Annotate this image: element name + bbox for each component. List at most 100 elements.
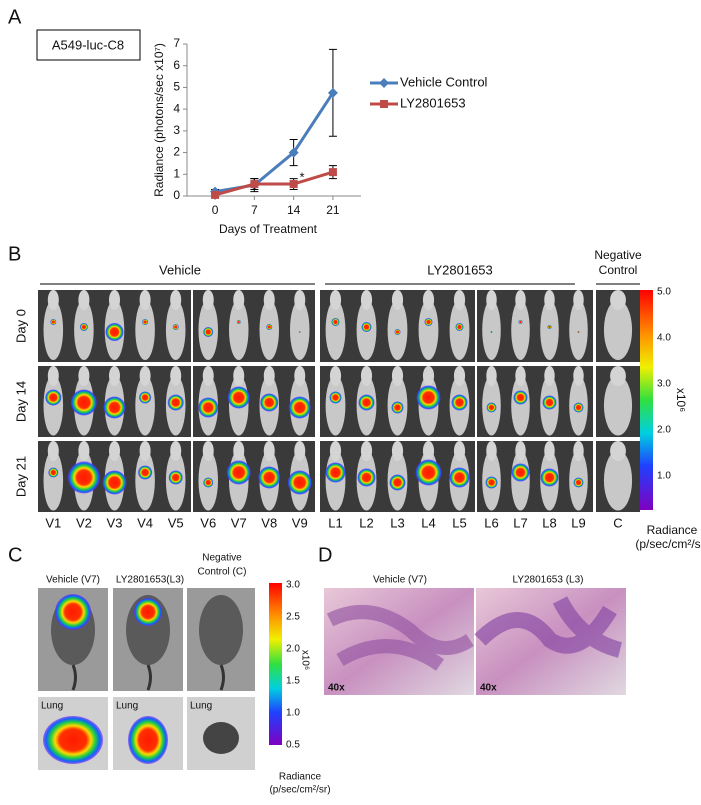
marker bbox=[250, 180, 259, 189]
signal bbox=[105, 323, 124, 341]
signal bbox=[134, 598, 162, 626]
mouse-head bbox=[453, 441, 466, 461]
colorbar-title: (p/sec/cm²/sr) bbox=[269, 785, 330, 796]
signal bbox=[331, 318, 340, 326]
column-label: V1 bbox=[45, 515, 61, 530]
column-label: V3 bbox=[107, 515, 123, 530]
legend-label: LY2801653 bbox=[400, 95, 466, 110]
mouse-head bbox=[360, 290, 373, 310]
legend-marker bbox=[380, 100, 388, 108]
signal bbox=[547, 325, 552, 329]
mouse bbox=[43, 300, 64, 360]
signal bbox=[287, 470, 312, 495]
mouse-head bbox=[78, 290, 90, 310]
signal bbox=[485, 476, 498, 489]
signal bbox=[424, 318, 433, 326]
cell-line: A549-luc-C8 bbox=[52, 37, 124, 52]
signal bbox=[260, 393, 279, 412]
group-label: LY2801653 bbox=[427, 262, 493, 277]
colorbar-title: Radiance bbox=[279, 772, 322, 783]
mouse-head bbox=[108, 366, 121, 386]
signal bbox=[103, 396, 126, 419]
column-label: V6 bbox=[200, 515, 216, 530]
marker bbox=[327, 87, 338, 98]
mouse-head bbox=[108, 290, 121, 310]
significance: * bbox=[299, 169, 304, 184]
mouse-head bbox=[329, 441, 342, 461]
panel-label: A bbox=[8, 6, 22, 28]
signal bbox=[50, 319, 57, 325]
column-label: L7 bbox=[513, 515, 527, 530]
mouse bbox=[603, 375, 633, 436]
mouse-head bbox=[422, 366, 435, 386]
colorbar-tick-label: 5.0 bbox=[657, 287, 671, 298]
marker bbox=[289, 180, 298, 189]
signal bbox=[329, 391, 342, 404]
organ-label: Lung bbox=[41, 701, 63, 712]
mouse-head bbox=[202, 441, 214, 461]
mouse-head bbox=[515, 366, 526, 386]
y-axis-label: Radiance (photons/sec x10⁷) bbox=[152, 43, 166, 197]
mouse-head bbox=[233, 366, 245, 386]
marker bbox=[211, 190, 220, 199]
signal bbox=[358, 394, 375, 411]
mouse bbox=[569, 300, 588, 360]
column-label: LY2801653(L3) bbox=[116, 575, 184, 586]
y-tick-label: 0 bbox=[173, 188, 180, 202]
column-label: V5 bbox=[168, 515, 184, 530]
colorbar-tick-label: 2.5 bbox=[286, 612, 300, 623]
signal bbox=[573, 477, 584, 488]
mouse-head bbox=[360, 441, 373, 461]
mouse-head bbox=[329, 290, 342, 310]
cell-line-box bbox=[36, 29, 141, 61]
mouse bbox=[135, 450, 155, 511]
y-tick-label: 7 bbox=[173, 36, 180, 50]
signal bbox=[361, 322, 372, 332]
group-label: Negative bbox=[594, 248, 642, 262]
signal bbox=[389, 474, 406, 491]
mouse-head bbox=[139, 366, 151, 386]
column-label: V4 bbox=[137, 515, 153, 530]
column-label: V8 bbox=[261, 515, 277, 530]
signal bbox=[391, 401, 404, 414]
panel-label: C bbox=[8, 544, 22, 566]
colorbar-scale: x10⁶ bbox=[299, 650, 310, 670]
colorbar-tick-label: 0.5 bbox=[286, 740, 300, 751]
mouse bbox=[325, 375, 346, 436]
signal bbox=[45, 389, 62, 406]
signal bbox=[518, 320, 523, 324]
mouse-head bbox=[78, 366, 90, 386]
signal bbox=[577, 331, 580, 333]
signal bbox=[486, 402, 497, 413]
mouse-head bbox=[263, 290, 275, 310]
column-label: V9 bbox=[292, 515, 308, 530]
mouse-head bbox=[610, 366, 626, 386]
column-label: L6 bbox=[484, 515, 498, 530]
signal bbox=[142, 319, 149, 325]
signal bbox=[451, 394, 468, 411]
mouse-head bbox=[453, 290, 466, 310]
signal bbox=[449, 467, 470, 488]
mouse-head bbox=[422, 441, 435, 461]
mouse-head bbox=[515, 441, 526, 461]
x-tick-label: 21 bbox=[326, 203, 340, 217]
column-label: V7 bbox=[231, 515, 247, 530]
tail bbox=[219, 664, 225, 691]
colorbar bbox=[269, 583, 282, 745]
mouse-head bbox=[329, 366, 342, 386]
mouse-head bbox=[391, 441, 404, 461]
colorbar-title: Radiance bbox=[647, 523, 698, 537]
tissue bbox=[474, 596, 623, 658]
mouse-head bbox=[453, 366, 466, 386]
colorbar-title: (p/sec/cm²/sr) bbox=[635, 537, 701, 551]
legend-marker bbox=[379, 78, 389, 88]
signal bbox=[138, 465, 153, 480]
mouse bbox=[482, 300, 501, 360]
signal bbox=[79, 323, 88, 331]
signal bbox=[573, 402, 584, 413]
y-tick-label: 4 bbox=[173, 101, 180, 115]
mouse bbox=[43, 450, 64, 511]
signal bbox=[168, 470, 183, 485]
mouse-head bbox=[263, 366, 275, 386]
colorbar-tick-label: 2.0 bbox=[286, 644, 300, 655]
